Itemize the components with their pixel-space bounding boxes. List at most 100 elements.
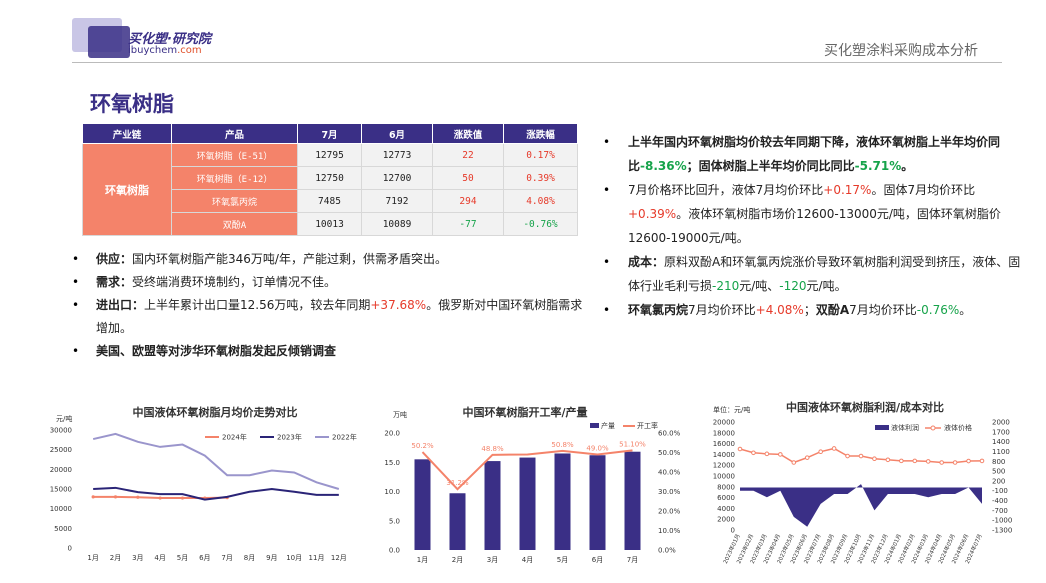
x-tick-label: 8月: [244, 554, 255, 562]
x-tick-label: 4月: [154, 554, 165, 562]
left-bullet-list: 供应：国内环氧树脂产能346万吨/年，产能过剩，供需矛盾突出。 需求：受终端消费…: [72, 248, 592, 363]
legend-label: 2024年: [222, 433, 247, 442]
x-tick-label: 5月: [177, 554, 188, 562]
data-point: [136, 495, 140, 499]
y-tick-label: 20.0: [384, 430, 400, 438]
jun-cell: 10089: [361, 212, 433, 236]
x-tick-label: 5月: [557, 556, 568, 564]
y-tick-label: 10000: [50, 505, 72, 513]
y-tick-label: 5.0: [389, 517, 400, 525]
data-point: [778, 452, 783, 457]
y2-tick-label: 50.0%: [658, 449, 681, 457]
x-tick-label: 3月: [487, 556, 498, 564]
data-point: [912, 458, 918, 464]
x-tick-label: 9月: [266, 554, 277, 562]
data-point: [831, 446, 837, 451]
x-tick-label: 4月: [522, 556, 533, 564]
y-axis-label: 元/吨: [56, 414, 72, 423]
data-label: 51.10%: [619, 440, 646, 448]
y-tick-label: 14000: [713, 451, 735, 459]
data-point: [180, 496, 185, 500]
y-tick-label: 15.0: [384, 459, 400, 467]
y2-tick-label: 30.0%: [658, 488, 681, 496]
logo-text-en: ibuychem.com: [128, 45, 202, 56]
bar: [449, 493, 466, 550]
data-label: 50.8%: [551, 441, 574, 449]
product-cell: 双酚A: [171, 212, 298, 236]
y2-tick-label: 1700: [992, 428, 1010, 436]
legend-label: 2022年: [332, 433, 357, 442]
data-label: 49.0%: [586, 444, 609, 452]
data-point: [751, 450, 756, 456]
bar: [624, 451, 641, 550]
jun-cell: 12700: [361, 166, 433, 190]
col-header-chain: 产业链: [82, 123, 172, 144]
data-label: 31.2%: [446, 479, 469, 487]
y-tick-label: 5000: [54, 525, 72, 533]
chart-liquid-price-trend: 中国液体环氧树脂月均价走势对比 元/吨 0 5000 10000 15000 20000 25…: [50, 400, 360, 579]
logo-text-cn: 买化塑·研究院: [128, 32, 211, 47]
series-line: [421, 449, 633, 491]
right-bullet-list: 上半年国内环氧树脂均价较去年同期下降，液体环氧树脂上半年均价同比-8.36%；固…: [603, 130, 1023, 322]
y-tick-label: 25000: [50, 446, 72, 454]
chart-title: 中国液体环氧树脂利润/成本对比: [786, 400, 944, 414]
series-line: [92, 432, 340, 490]
y2-tick-label: 0.0%: [658, 547, 676, 555]
data-point: [113, 495, 118, 499]
chart-operating-rate: 中国环氧树脂开工率/产量 万吨 0.0 5.0 10.0 15.0 20.0 0.0% 10.0…: [375, 400, 685, 579]
y2-tick-label: -1300: [992, 527, 1012, 535]
y2-tick-label: 40.0%: [658, 469, 681, 477]
bullet-antidumping: 美国、欧盟等对涉华环氧树脂发起反倾销调查: [72, 340, 592, 363]
y-tick-label: 15000: [50, 486, 72, 494]
x-tick-label: 10月: [286, 554, 302, 562]
bar: [589, 455, 606, 550]
header-divider: [72, 62, 1002, 63]
y-tick-label: 16000: [713, 440, 735, 448]
x-tick-label: 7月: [221, 554, 232, 562]
y2-tick-label: -400: [992, 497, 1008, 505]
change-cell: -77: [432, 212, 504, 236]
x-tick-label: 6月: [199, 554, 210, 562]
y-tick-label: 0.0: [389, 547, 400, 555]
legend-label: 液体价格: [944, 423, 972, 432]
logo-mark-dark: [88, 26, 130, 58]
y2-tick-label: 2000: [992, 419, 1010, 427]
y2-tick-label: 200: [992, 477, 1005, 485]
price-table: 产业链 产品 7月 6月 涨跌值 涨跌幅 环氧树脂 环氧树脂（E-51） 127…: [82, 123, 578, 236]
bullet-h1-price: 上半年国内环氧树脂均价较去年同期下降，液体环氧树脂上半年均价同比-8.36%；固…: [603, 130, 1023, 178]
y2-tick-label: 10.0%: [658, 527, 681, 535]
bar: [484, 461, 501, 550]
series-line: [93, 486, 339, 501]
chart-operating-rate-svg: 中国环氧树脂开工率/产量 万吨 0.0 5.0 10.0 15.0 20.0 0.0% 10.0…: [384, 405, 681, 564]
table-row: 环氧树脂 环氧树脂（E-51） 12795 12773 22 0.17%: [82, 143, 578, 236]
data-label: 48.8%: [481, 445, 504, 453]
x-tick-label: 1月: [417, 556, 428, 564]
page-title: 环氧树脂: [90, 92, 174, 116]
y-tick-label: 8000: [717, 483, 735, 491]
y2-tick-label: 1100: [992, 448, 1010, 456]
change-cell: 294: [432, 189, 504, 213]
y-tick-label: 10000: [713, 473, 735, 481]
data-point: [925, 459, 931, 464]
data-point: [91, 495, 95, 499]
data-label: 50.2%: [411, 442, 434, 450]
y2-tick-label: 1400: [992, 438, 1010, 446]
bullet-july-price: 7月价格环比回升，液体7月均价环比+0.17%。固体7月均价环比+0.39%。液…: [603, 178, 1023, 250]
table-row: 环氧树脂（E-12） 12750 12700 50 0.39%: [83, 166, 578, 190]
bar: [414, 459, 431, 550]
data-point: [818, 449, 823, 455]
legend-swatch: [590, 423, 599, 428]
data-point: [872, 456, 877, 462]
y-tick-label: 0: [68, 545, 72, 553]
profit-area: [740, 484, 982, 527]
y-axis-label: 单位：元/吨: [713, 405, 750, 414]
col-header-pct: 涨跌幅: [503, 123, 578, 144]
y-tick-label: 2000: [717, 516, 735, 524]
jul-cell: 12795: [297, 143, 362, 167]
y-tick-label: 30000: [50, 427, 72, 435]
y2-tick-label: 20.0%: [658, 508, 681, 516]
y-tick-label: 20000: [50, 466, 72, 474]
data-point: [158, 496, 162, 500]
x-tick-label: 2月: [110, 554, 121, 562]
jun-cell: 7192: [361, 189, 433, 213]
